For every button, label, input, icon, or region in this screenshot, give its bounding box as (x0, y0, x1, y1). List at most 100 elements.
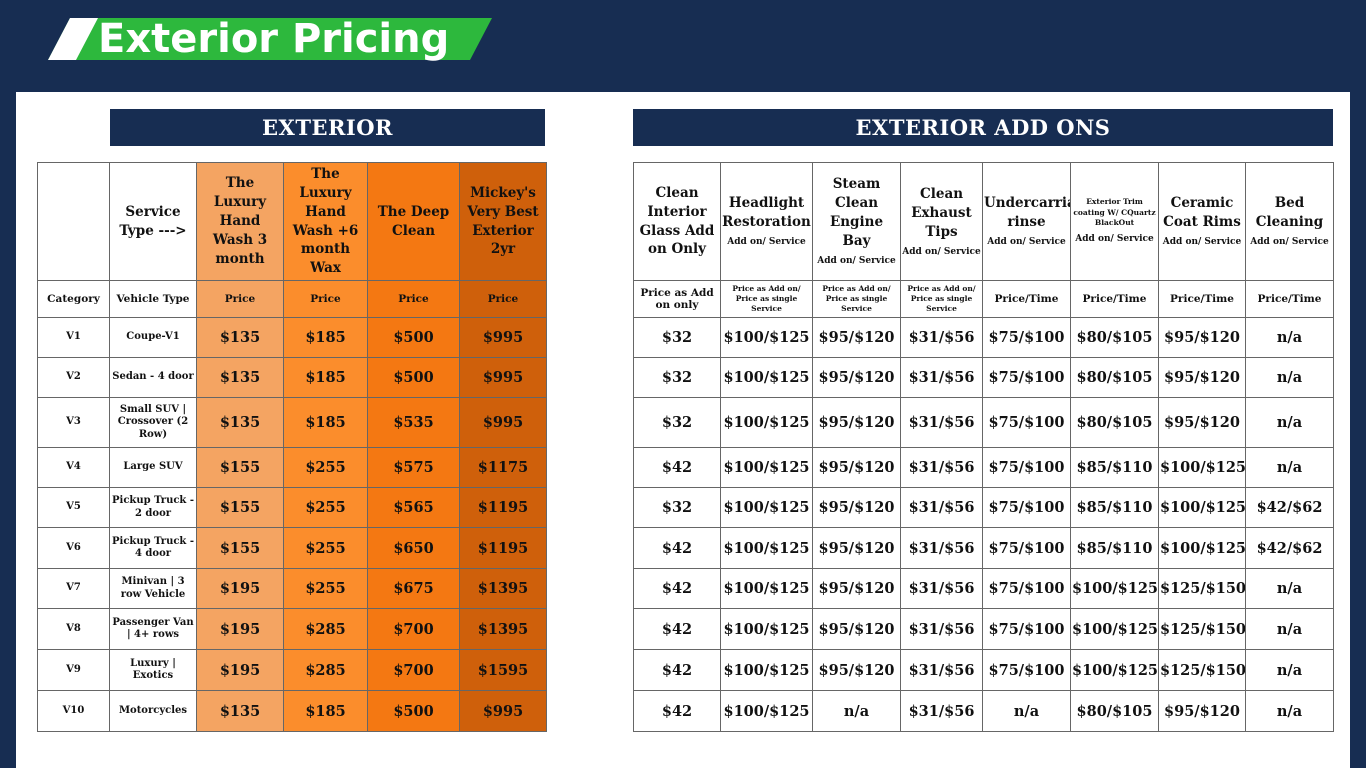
price-cell: $125/$150 (1158, 608, 1246, 650)
column-note: Add on/ Service (987, 237, 1066, 248)
price-cell: $75/$100 (982, 397, 1071, 448)
price-cell: n/a (1245, 447, 1334, 488)
price-cell: n/a (1245, 690, 1334, 732)
subheader-cell: Price/Time (1245, 280, 1334, 318)
price-cell: $80/$105 (1070, 690, 1159, 732)
price-cell: $995 (459, 690, 547, 732)
subheader-cell: Price (367, 280, 460, 318)
column-header: Service Type ---> (109, 162, 197, 281)
price-cell: $135 (196, 317, 284, 358)
column-name: Ceramic Coat Rims (1163, 195, 1241, 231)
page-title: Exterior Pricing (98, 16, 450, 62)
column-name: Steam Clean Engine Bay (829, 176, 884, 250)
price-cell: $100/$125 (1070, 649, 1159, 691)
price-cell: $75/$100 (982, 568, 1071, 609)
table-row: V6 Pickup Truck - 4 door $155 $255 $650 $1195 (37, 527, 547, 569)
category-cell: V4 (37, 447, 110, 488)
price-cell: $195 (196, 608, 284, 650)
price-cell: $32 (633, 487, 721, 528)
subheader-cell: Price (283, 280, 368, 318)
price-cell: $255 (283, 487, 368, 528)
column-header: Clean Exhaust Tips Add on/ Service (900, 162, 983, 281)
price-cell: $95/$120 (812, 317, 901, 358)
price-cell: $700 (367, 608, 460, 650)
category-cell: V2 (37, 357, 110, 398)
price-cell: $100/$125 (720, 447, 813, 488)
subheader-cell: Price as Add on/ Price as single Service (812, 280, 901, 318)
vehicle-type: Small SUV | Crossover (2 Row) (109, 397, 197, 448)
price-cell: $135 (196, 357, 284, 398)
column-name: Bed Cleaning (1255, 195, 1324, 231)
column-note: Add on/ Service (1162, 237, 1242, 248)
price-cell: $185 (283, 397, 368, 448)
price-cell: $185 (283, 317, 368, 358)
table-row: $42 $100/$125 $95/$120 $31/$56 $75/$100 $85/$… (633, 447, 1334, 488)
price-cell: $255 (283, 527, 368, 569)
price-cell: $535 (367, 397, 460, 448)
price-cell: $1595 (459, 649, 547, 691)
price-cell: $1395 (459, 568, 547, 609)
price-cell: $95/$120 (812, 608, 901, 650)
addons-table: Clean Interior Glass Add on Only Headligh… (633, 162, 1334, 732)
column-note: Add on/ Service (817, 255, 896, 266)
vehicle-type: Minivan | 3 row Vehicle (109, 568, 197, 609)
price-cell: $95/$120 (812, 357, 901, 398)
vehicle-type: Luxury | Exotics (109, 649, 197, 691)
price-cell: $31/$56 (900, 397, 983, 448)
category-cell: V1 (37, 317, 110, 358)
price-cell: $100/$125 (720, 397, 813, 448)
price-cell: $100/$125 (1070, 608, 1159, 650)
price-cell: $135 (196, 397, 284, 448)
title-banner: Exterior Pricing (48, 18, 492, 60)
column-header: Exterior Trim coating W/ CQuartz BlackOu… (1070, 162, 1159, 281)
price-cell: $95/$120 (812, 397, 901, 448)
price-cell: $31/$56 (900, 487, 983, 528)
price-cell: $31/$56 (900, 649, 983, 691)
price-cell: n/a (812, 690, 901, 732)
price-cell: $85/$110 (1070, 447, 1159, 488)
subheader-cell: Price (196, 280, 284, 318)
exterior-heading: EXTERIOR (110, 109, 545, 146)
exterior-table: Service Type ---> The Luxury Hand Wash 3 … (37, 162, 547, 732)
vehicle-type: Motorcycles (109, 690, 197, 732)
price-cell: $75/$100 (982, 649, 1071, 691)
price-cell: $125/$150 (1158, 649, 1246, 691)
price-cell: $100/$125 (720, 317, 813, 358)
price-cell: $155 (196, 487, 284, 528)
table-row: $42 $100/$125 n/a $31/$56 n/a $80/$105 $95/$12… (633, 690, 1334, 732)
price-cell: $195 (196, 649, 284, 691)
column-note: Add on/ Service (1075, 233, 1154, 244)
price-cell: $195 (196, 568, 284, 609)
price-cell: $31/$56 (900, 357, 983, 398)
table-row: V2 Sedan - 4 door $135 $185 $500 $995 (37, 357, 547, 398)
price-cell: $31/$56 (900, 317, 983, 358)
price-cell: $32 (633, 397, 721, 448)
vehicle-type: Sedan - 4 door (109, 357, 197, 398)
price-cell: $31/$56 (900, 447, 983, 488)
table-row: V9 Luxury | Exotics $195 $285 $700 $1595 (37, 649, 547, 691)
category-cell: V8 (37, 608, 110, 650)
price-cell: $32 (633, 357, 721, 398)
price-cell: $100/$125 (720, 527, 813, 569)
price-cell: $100/$125 (720, 568, 813, 609)
vehicle-type: Pickup Truck - 4 door (109, 527, 197, 569)
price-cell: $95/$120 (812, 649, 901, 691)
price-cell: $1395 (459, 608, 547, 650)
price-cell: n/a (1245, 608, 1334, 650)
price-cell: $125/$150 (1158, 568, 1246, 609)
column-header: Mickey's Very Best Exterior 2yr (459, 162, 547, 281)
price-cell: $95/$120 (1158, 317, 1246, 358)
price-cell: $95/$120 (812, 447, 901, 488)
table-row: $32 $100/$125 $95/$120 $31/$56 $75/$100 $85/$… (633, 487, 1334, 528)
price-cell: $500 (367, 317, 460, 358)
column-header: Undercarriage rinse Add on/ Service (982, 162, 1071, 281)
price-cell: $100/$125 (1158, 487, 1246, 528)
price-cell: $31/$56 (900, 568, 983, 609)
price-cell: $995 (459, 317, 547, 358)
subheader-cell: Price/Time (1158, 280, 1246, 318)
column-name: Undercarriage rinse (984, 195, 1070, 231)
price-cell: $42 (633, 447, 721, 488)
price-cell: $155 (196, 447, 284, 488)
price-cell: $75/$100 (982, 487, 1071, 528)
